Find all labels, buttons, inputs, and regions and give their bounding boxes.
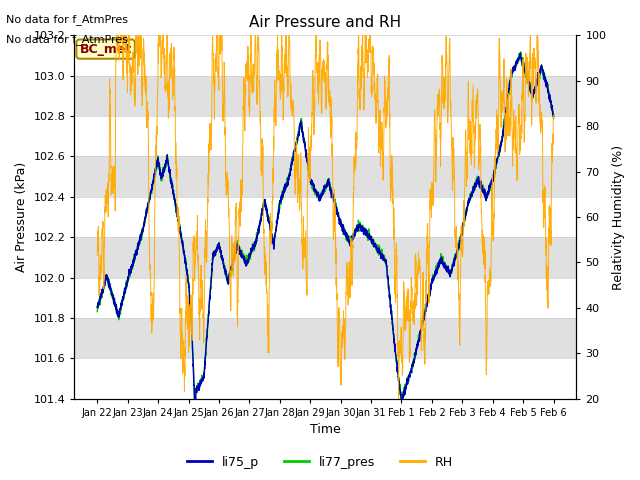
Text: No data for f_AtmPres: No data for f_AtmPres bbox=[6, 34, 129, 45]
Bar bbox=[74, 237, 577, 277]
X-axis label: Time: Time bbox=[310, 423, 341, 436]
Bar bbox=[74, 76, 577, 116]
Legend: li75_p, li77_pres, RH: li75_p, li77_pres, RH bbox=[182, 451, 458, 474]
Bar bbox=[74, 318, 577, 358]
Y-axis label: Relativity Humidity (%): Relativity Humidity (%) bbox=[612, 144, 625, 289]
Bar bbox=[74, 156, 577, 197]
Text: BC_met: BC_met bbox=[79, 43, 132, 56]
Y-axis label: Air Pressure (kPa): Air Pressure (kPa) bbox=[15, 162, 28, 272]
Title: Air Pressure and RH: Air Pressure and RH bbox=[250, 15, 401, 30]
Text: No data for f_AtmPres: No data for f_AtmPres bbox=[6, 14, 129, 25]
